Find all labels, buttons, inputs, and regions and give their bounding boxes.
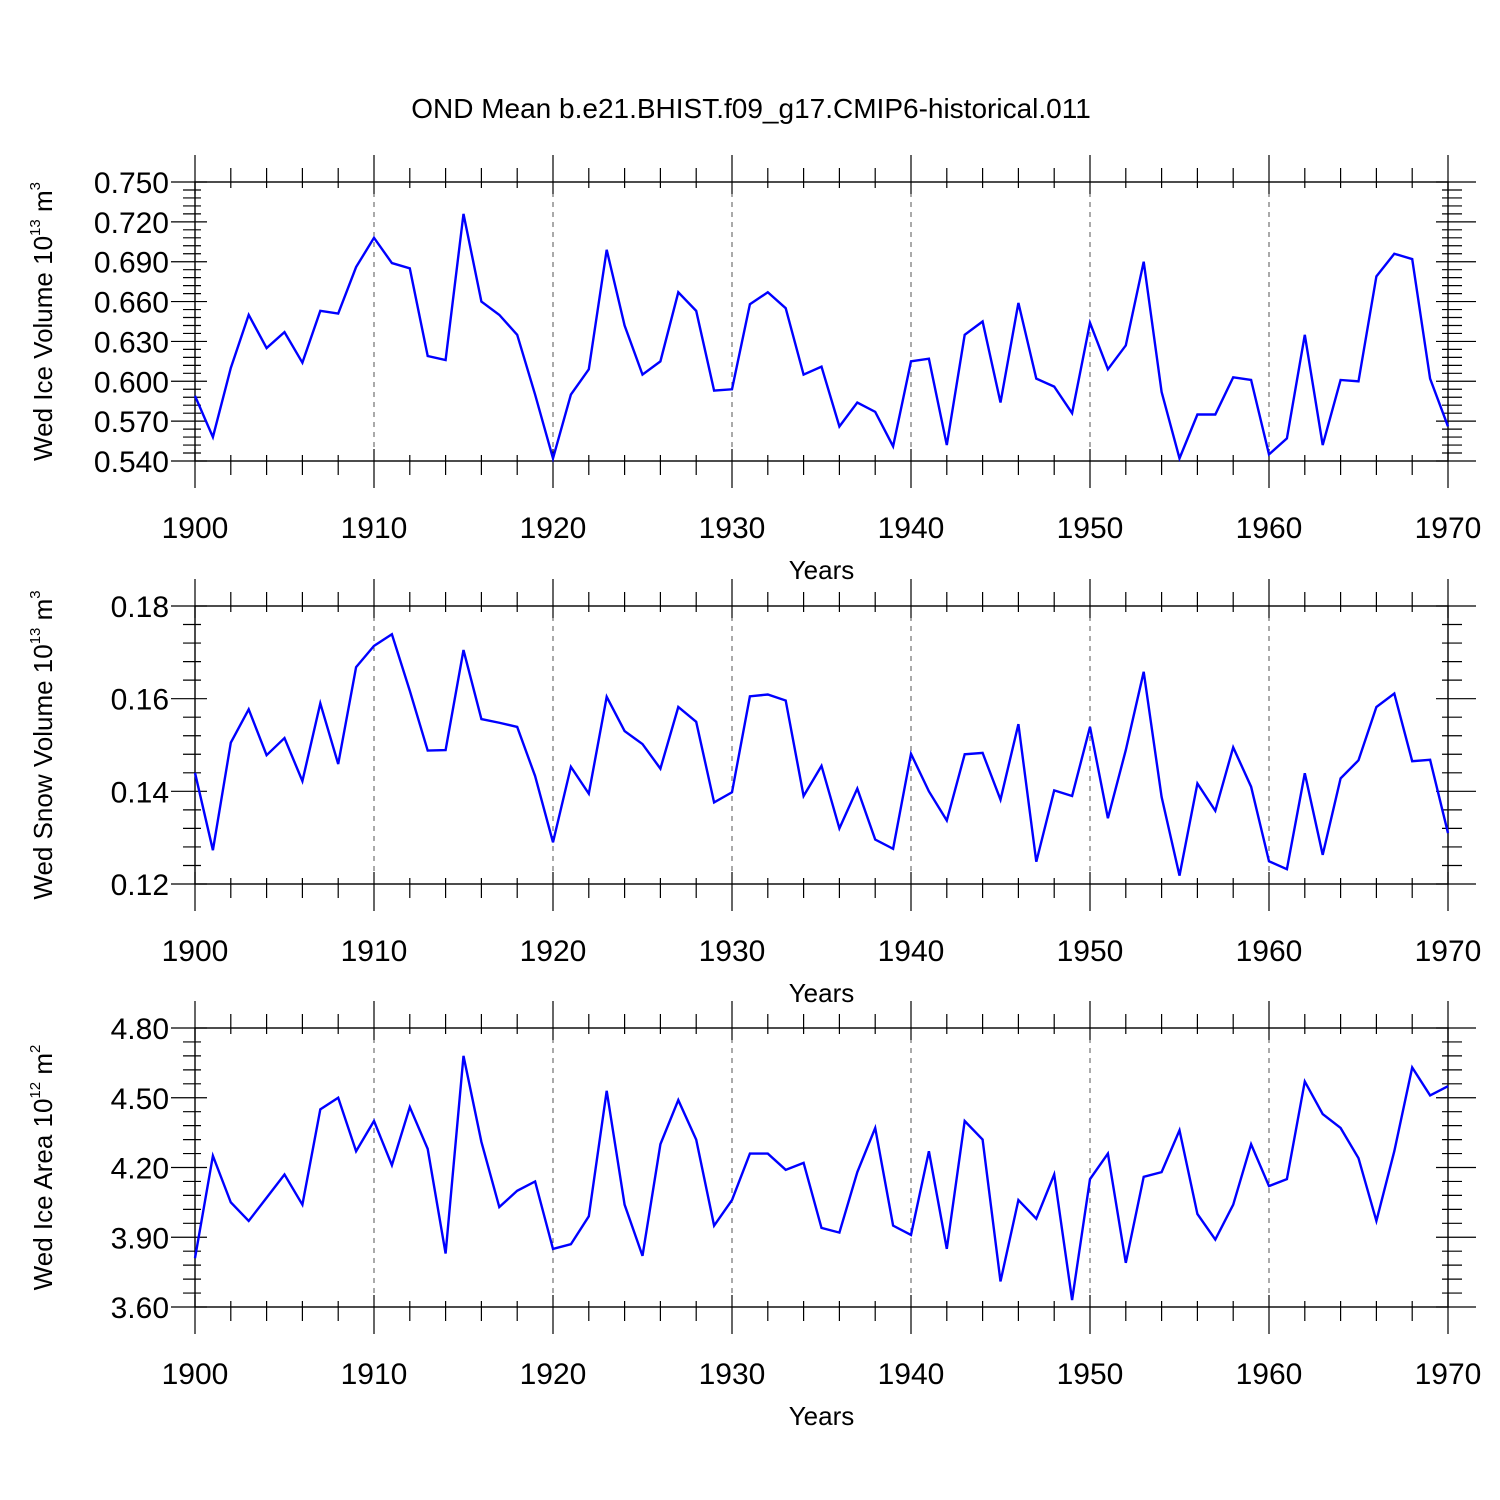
y-tick-label: 0.690 [94,247,169,280]
x-tick-label: 1960 [1236,512,1303,545]
y-axis-label: Wed Ice Volume 1013 m3 [27,182,58,461]
y-axis-label-part: m [28,190,58,219]
x-tick-label: 1910 [341,1358,408,1391]
plot-frame [194,1027,1449,1308]
x-tick-label: 1950 [1057,935,1124,968]
x-tick-label: 1900 [162,1358,229,1391]
x-tick-label: 1910 [341,935,408,968]
x-tick-label: 1900 [162,512,229,545]
y-axis-label-part: 3 [27,590,44,598]
x-tick-label: 1940 [878,512,945,545]
y-tick-label: 3.60 [111,1292,169,1325]
x-tick-label: 1930 [699,1358,766,1391]
plot-frame [194,181,1449,462]
y-tick-label: 3.90 [111,1222,169,1255]
x-tick-label: 1930 [699,935,766,968]
plot-frame [194,605,1449,885]
x-tick-label: 1970 [1415,512,1482,545]
y-axis-label: Wed Snow Volume 1013 m3 [27,590,58,899]
y-tick-label: 0.18 [111,591,169,624]
y-tick-label: 0.570 [94,406,169,439]
y-axis-label-part: Wed Snow Volume 10 [28,644,58,899]
x-tick-label: 1940 [878,1358,945,1391]
x-tick-label: 1900 [162,935,229,968]
x-tick-label: 1930 [699,512,766,545]
y-tick-label: 0.14 [111,776,169,809]
x-tick-label: 1970 [1415,1358,1482,1391]
x-tick-label: 1950 [1057,1358,1124,1391]
y-tick-label: 0.600 [94,366,169,399]
x-tick-label: 1920 [520,512,587,545]
y-axis-label-part: 3 [27,182,44,190]
y-axis-label-part: Wed Ice Volume 10 [28,236,58,461]
x-axis-label: Years [789,978,855,1008]
figure-title: OND Mean b.e21.BHIST.f09_g17.CMIP6-histo… [411,93,1091,124]
y-axis-label-part: 13 [27,628,44,645]
series-line [193,213,1450,463]
x-tick-label: 1950 [1057,512,1124,545]
y-axis-label-part: 2 [27,1045,44,1053]
y-axis-label-part: m [28,1053,58,1082]
y-tick-label: 0.660 [94,287,169,320]
x-tick-label: 1920 [520,1358,587,1391]
x-tick-label: 1960 [1236,935,1303,968]
y-axis-label-part: m [28,599,58,628]
y-tick-label: 4.50 [111,1083,169,1116]
y-tick-label: 0.16 [111,684,169,717]
series-line [193,632,1450,876]
y-tick-label: 4.80 [111,1013,169,1046]
x-axis-label: Years [789,1401,855,1431]
x-axis-label: Years [789,555,855,585]
y-tick-label: 4.20 [111,1153,169,1186]
y-axis-label-part: 13 [27,219,44,236]
y-tick-label: 0.630 [94,326,169,359]
x-tick-label: 1920 [520,935,587,968]
y-axis-label-part: 12 [27,1082,44,1099]
chart-panel-2: 0.12 0.14 0.16 0.18 1900 1910 1920 1930 1940 1950… [27,579,1481,1008]
series-line [193,1055,1449,1301]
y-axis-label: Wed Ice Area 1012 m2 [27,1045,58,1291]
y-tick-label: 0.540 [94,446,169,479]
y-axis-label-part: Wed Ice Area 10 [28,1099,58,1291]
x-tick-label: 1940 [878,935,945,968]
chart-panel-3: 3.60 3.90 4.20 4.50 4.80 1900 1910 1920 1930 1940… [27,1001,1481,1431]
x-tick-label: 1910 [341,512,408,545]
y-tick-label: 0.750 [94,167,169,200]
x-tick-label: 1960 [1236,1358,1303,1391]
y-tick-label: 0.720 [94,207,169,240]
chart-panel-1: 0.540 0.570 0.600 0.630 0.660 0.690 0.720 0.750… [27,155,1481,585]
y-tick-label: 0.12 [111,869,169,902]
x-tick-label: 1970 [1415,935,1482,968]
